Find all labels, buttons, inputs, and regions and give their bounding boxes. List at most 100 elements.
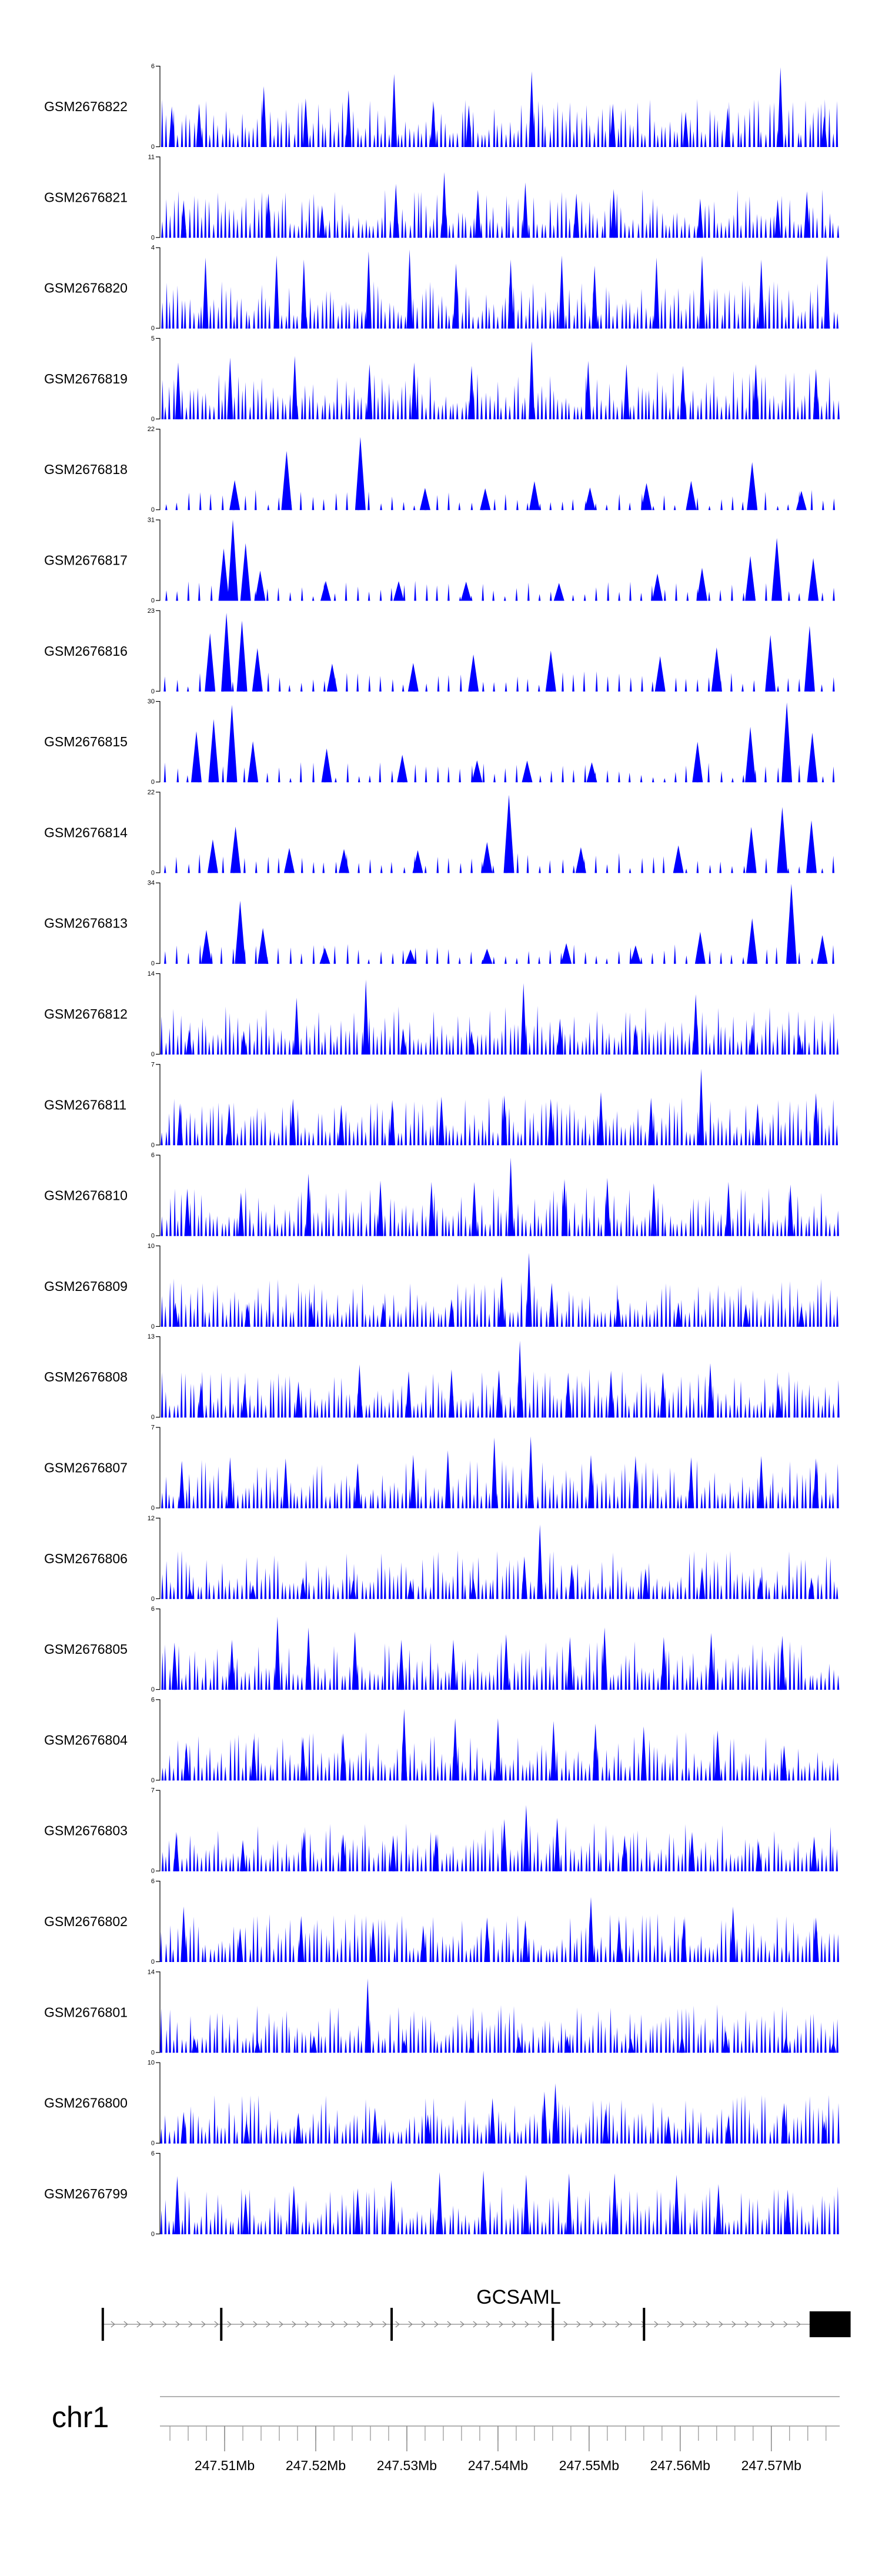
signal-peak <box>569 1564 575 1599</box>
signal-peak <box>552 2083 559 2144</box>
signal-peak <box>749 1024 756 1055</box>
signal-peak <box>491 1437 497 1509</box>
y-tick-label-zero: 0 <box>151 779 155 786</box>
signal-peak <box>411 362 417 419</box>
signal-texture <box>160 189 840 238</box>
y-tick-label-zero: 0 <box>151 1051 155 1058</box>
track-gsm2676811: GSM2676811 7 0 <box>44 1061 840 1149</box>
signal-peak <box>401 1709 407 1781</box>
signal-peak <box>796 490 807 510</box>
strand-arrow-icon <box>330 2321 335 2328</box>
track-label: GSM2676822 <box>44 99 128 114</box>
signal-peak <box>365 251 372 329</box>
signal-peak <box>707 1363 713 1418</box>
strand-arrow-icon <box>227 2321 232 2328</box>
signal-peak <box>363 979 369 1055</box>
signal-peak <box>561 943 572 964</box>
signal-peak <box>781 2103 787 2144</box>
signal-peak <box>405 949 416 964</box>
strand-arrow-icon <box>395 2321 400 2328</box>
signal-peak <box>201 930 212 964</box>
strand-arrow-icon <box>602 2321 607 2328</box>
signal-peak <box>242 2193 249 2234</box>
signal-peak <box>230 826 241 873</box>
signal-peak <box>320 580 331 601</box>
signal-peak <box>469 1030 475 1055</box>
signal-peak <box>813 1093 819 1146</box>
gene-model-track: GCSAML <box>101 2286 851 2341</box>
signal-peak <box>274 1616 280 1690</box>
signal-peak <box>777 807 788 873</box>
signal-peak <box>228 519 238 601</box>
signal-peak <box>175 362 181 419</box>
signal-peak <box>365 1978 371 2053</box>
signal-peak <box>452 1718 459 1781</box>
axis-tick-label: 247.55Mb <box>559 2458 619 2473</box>
signal-peak <box>406 249 413 329</box>
track-label: GSM2676817 <box>44 553 128 568</box>
signal-peak <box>562 1179 567 1236</box>
track-gsm2676813: GSM2676813 34 0 <box>44 880 840 967</box>
signal-peak <box>352 1631 358 1690</box>
signal-peak <box>430 101 436 147</box>
signal-peak <box>284 847 295 873</box>
signal-peak <box>428 1182 435 1236</box>
signal-peak <box>679 2033 685 2053</box>
signal-texture <box>160 2095 840 2144</box>
signal-peak <box>186 1029 192 1055</box>
signal-peak <box>499 1276 505 1327</box>
signal-texture <box>160 99 840 147</box>
signal-peak <box>218 548 229 601</box>
signal-peak <box>401 2040 407 2053</box>
signal-peak <box>460 582 472 601</box>
strand-arrow-icon <box>292 2321 296 2328</box>
signal-peak <box>433 1834 439 1871</box>
signal-peak <box>786 883 797 964</box>
signal-peak <box>290 2185 297 2234</box>
signal-peak <box>198 1382 204 1418</box>
signal-peak <box>407 1580 414 1599</box>
signal-peak <box>640 1726 647 1781</box>
signal-peak <box>300 1737 306 1781</box>
track-gsm2676812: GSM2676812 14 0 <box>44 970 840 1058</box>
track-label: GSM2676815 <box>44 734 128 749</box>
track-label: GSM2676820 <box>44 281 128 296</box>
signal-peak <box>441 172 447 238</box>
signal-peak <box>529 341 535 419</box>
track-gsm2676801: GSM2676801 14 0 <box>44 1968 840 2056</box>
y-tick-label-max: 6 <box>151 2150 155 2157</box>
signal-peak <box>242 1383 248 1418</box>
signal-peak <box>305 1173 312 1236</box>
signal-peak <box>804 626 815 692</box>
signal-peak <box>480 488 491 510</box>
signal-peak <box>470 1579 477 1599</box>
signal-peak <box>295 1381 302 1418</box>
strand-arrow-icon <box>654 2321 659 2328</box>
signal-peak <box>565 1372 572 1418</box>
y-tick-label-max: 11 <box>148 154 155 161</box>
signal-peak <box>389 1100 396 1146</box>
signal-texture <box>160 1096 840 1146</box>
track-gsm2676802: GSM2676802 6 0 <box>44 1878 840 1966</box>
signal-peak <box>616 1920 622 1962</box>
signal-peak <box>615 1298 622 1327</box>
signal-peak <box>811 1836 817 1871</box>
axis-tick-label: 247.56Mb <box>650 2458 710 2473</box>
strand-arrow-icon <box>305 2321 309 2328</box>
signal-peak <box>824 255 830 329</box>
signal-peak <box>398 1640 405 1690</box>
signal-peak <box>181 1906 187 1962</box>
strand-arrow-icon <box>576 2321 581 2328</box>
signal-peak <box>471 1182 477 1236</box>
track-label: GSM2676805 <box>44 1641 128 1657</box>
signal-texture <box>160 1278 840 1327</box>
track-gsm2676820: GSM2676820 4 0 <box>44 245 840 332</box>
y-tick-label-max: 7 <box>151 1061 155 1068</box>
signal-peak <box>641 483 652 510</box>
signal-peak <box>258 927 269 964</box>
signal-peak <box>807 732 818 783</box>
signal-peak <box>715 2184 721 2234</box>
signal-peak <box>507 259 514 329</box>
signal-peak <box>482 842 493 873</box>
signal-peak <box>537 1524 543 1599</box>
